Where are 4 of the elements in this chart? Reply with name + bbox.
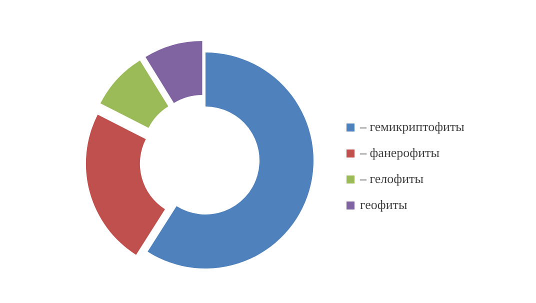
- legend-label: – гелофиты: [360, 171, 424, 187]
- legend-label: – фанерофиты: [360, 145, 440, 161]
- legend-label: геофиты: [360, 197, 408, 213]
- legend-label: – гемикриптофиты: [360, 119, 464, 135]
